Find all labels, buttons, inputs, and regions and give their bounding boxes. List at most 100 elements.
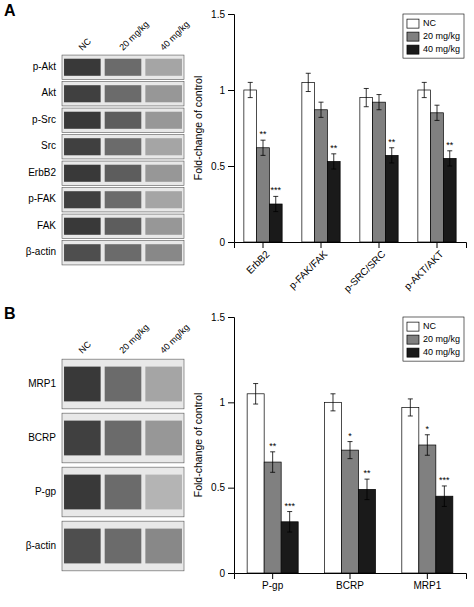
blot-band <box>105 85 142 102</box>
error-bar <box>319 102 324 117</box>
error-bar-cap <box>287 511 292 512</box>
error-bar-cap <box>425 434 430 435</box>
significance-label: ** <box>446 140 454 150</box>
error-bar-cap <box>248 97 253 98</box>
significance-label: * <box>348 431 352 441</box>
bar <box>431 113 444 242</box>
bar-chart: 00.511.5P-gpBCRPMRP1Fold-change of contr… <box>192 312 467 591</box>
legend: NC20 mg/kg40 mg/kg <box>403 14 464 58</box>
error-bar-stem <box>308 73 309 91</box>
x-tick: P-gp <box>262 573 284 591</box>
significance-label: ** <box>388 137 396 147</box>
blot-band <box>145 529 182 564</box>
x-tick-mark <box>427 573 428 579</box>
error-bar-cap <box>253 383 258 384</box>
error-bar-cap <box>377 109 382 110</box>
y-axis: 00.511.5 <box>211 9 234 248</box>
blot-band <box>105 475 142 510</box>
row-label: β-actin <box>26 540 56 551</box>
y-axis-title: Fold-change of control <box>192 393 204 497</box>
x-tick-label: p-SRC/SRC <box>342 248 388 294</box>
column-label: 40 mg/kg <box>158 19 191 52</box>
blot-strip <box>62 467 184 517</box>
y-tick: 1.5 <box>211 9 234 20</box>
error-bar-cap <box>422 82 427 83</box>
y-tick-label: 1 <box>219 397 225 408</box>
error-bar-stem <box>424 82 425 97</box>
error-bar-cap <box>330 393 335 394</box>
bar <box>324 402 341 573</box>
blot-strip <box>62 413 184 463</box>
x-tick-label: MRP1 <box>413 580 441 591</box>
error-bar-cap <box>261 155 266 156</box>
y-tick-mark <box>228 90 234 91</box>
error-bar <box>273 196 278 211</box>
error-bar-stem <box>410 399 411 416</box>
legend-item: NC <box>407 321 436 331</box>
blot-strip <box>62 521 184 571</box>
error-bar-stem <box>333 154 334 169</box>
column-label: 40 mg/kg <box>158 322 191 355</box>
blot-band <box>145 218 182 235</box>
error-bar-cap <box>377 94 382 95</box>
row-label: Akt <box>42 87 57 98</box>
error-bar-stem <box>427 435 428 455</box>
y-tick: 0.5 <box>211 161 234 172</box>
y-tick-label: 0 <box>219 568 225 579</box>
annotations: *********** <box>259 129 453 195</box>
error-bar-cap <box>261 140 266 141</box>
bar-chart: 00.511.5ErbB2p-FAK/FAKp-SRC/SRCp-AKT/AKT… <box>192 9 467 295</box>
blot-band <box>105 244 142 261</box>
bar <box>419 445 436 573</box>
y-tick-mark <box>228 573 234 574</box>
y-axis-title: Fold-change of control <box>192 76 204 180</box>
x-tick: MRP1 <box>413 573 441 591</box>
blot-band <box>145 112 182 129</box>
y-axis-line <box>228 318 235 574</box>
blot-band <box>64 191 101 208</box>
bar <box>257 148 270 242</box>
significance-label: ** <box>364 468 372 478</box>
figure: ANC20 mg/kg40 mg/kgp-AktAktp-SrcSrcErbB2… <box>0 0 474 607</box>
row-label: p-Akt <box>33 61 57 72</box>
error-bar-cap <box>306 73 311 74</box>
legend-item: NC <box>407 18 436 28</box>
panel-label: A <box>4 2 16 19</box>
error-bar-cap <box>408 398 413 399</box>
x-tick-label: P-gp <box>262 580 284 591</box>
bar <box>359 489 376 573</box>
y-tick-label: 0 <box>219 237 225 248</box>
error-bar <box>248 82 253 97</box>
error-bar <box>330 394 335 411</box>
error-bar-stem <box>379 95 380 110</box>
blot-band <box>64 112 101 129</box>
column-label: 20 mg/kg <box>117 19 150 52</box>
error-bar-stem <box>437 105 438 120</box>
y-tick-mark <box>228 488 234 489</box>
error-bar-stem <box>275 196 276 211</box>
blot-band <box>145 367 182 402</box>
error-bar-stem <box>255 384 256 404</box>
y-tick-mark <box>228 14 234 15</box>
annotations: ************ <box>269 424 450 511</box>
x-tick-mark <box>437 242 438 248</box>
y-tick: 1.5 <box>211 312 234 323</box>
error-bar-cap <box>442 506 447 507</box>
error-bar <box>261 140 266 155</box>
blot-strip <box>62 214 184 238</box>
error-bar <box>442 486 447 506</box>
x-tick-mark <box>350 573 351 579</box>
row-label: p-Src <box>32 114 56 125</box>
error-bar-cap <box>364 88 369 89</box>
blot-band <box>64 218 101 235</box>
error-bar-stem <box>272 452 273 472</box>
legend: NC20 mg/kg40 mg/kg <box>403 317 464 361</box>
blot-band <box>64 165 101 182</box>
blot-band <box>64 59 101 76</box>
significance-label: ** <box>330 143 338 153</box>
x-tick: p-FAK/FAK <box>287 242 330 291</box>
error-bar-stem <box>444 486 445 506</box>
row-label: FAK <box>37 220 56 231</box>
blot-strip <box>62 55 184 79</box>
significance-label: *** <box>284 501 295 511</box>
